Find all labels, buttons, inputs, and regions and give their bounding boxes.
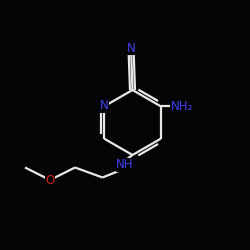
Text: N: N xyxy=(127,42,136,54)
Text: O: O xyxy=(46,174,54,186)
Text: N: N xyxy=(100,99,108,112)
Text: NH₂: NH₂ xyxy=(171,100,193,113)
Text: NH: NH xyxy=(116,158,134,172)
